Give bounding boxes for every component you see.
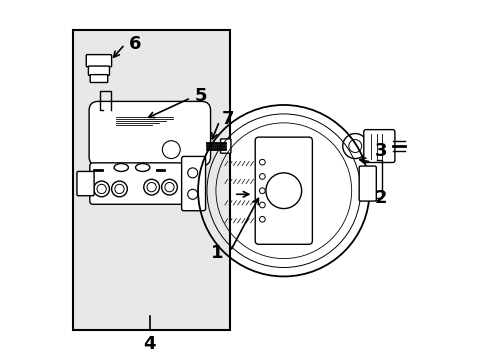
Text: 1: 1 (210, 244, 223, 262)
FancyBboxPatch shape (89, 102, 210, 166)
FancyBboxPatch shape (363, 130, 394, 162)
Text: 6: 6 (128, 35, 141, 53)
FancyBboxPatch shape (90, 163, 188, 204)
FancyBboxPatch shape (181, 157, 205, 211)
FancyBboxPatch shape (220, 139, 230, 153)
FancyBboxPatch shape (358, 166, 376, 201)
Text: 5: 5 (194, 87, 206, 105)
Text: 2: 2 (374, 189, 386, 207)
FancyBboxPatch shape (73, 30, 230, 330)
FancyBboxPatch shape (90, 75, 107, 82)
FancyBboxPatch shape (86, 55, 111, 67)
FancyBboxPatch shape (255, 137, 312, 244)
Text: 7: 7 (221, 110, 233, 128)
Text: 3: 3 (374, 142, 386, 160)
FancyBboxPatch shape (88, 66, 109, 75)
FancyBboxPatch shape (77, 171, 94, 196)
Text: 4: 4 (143, 336, 156, 354)
